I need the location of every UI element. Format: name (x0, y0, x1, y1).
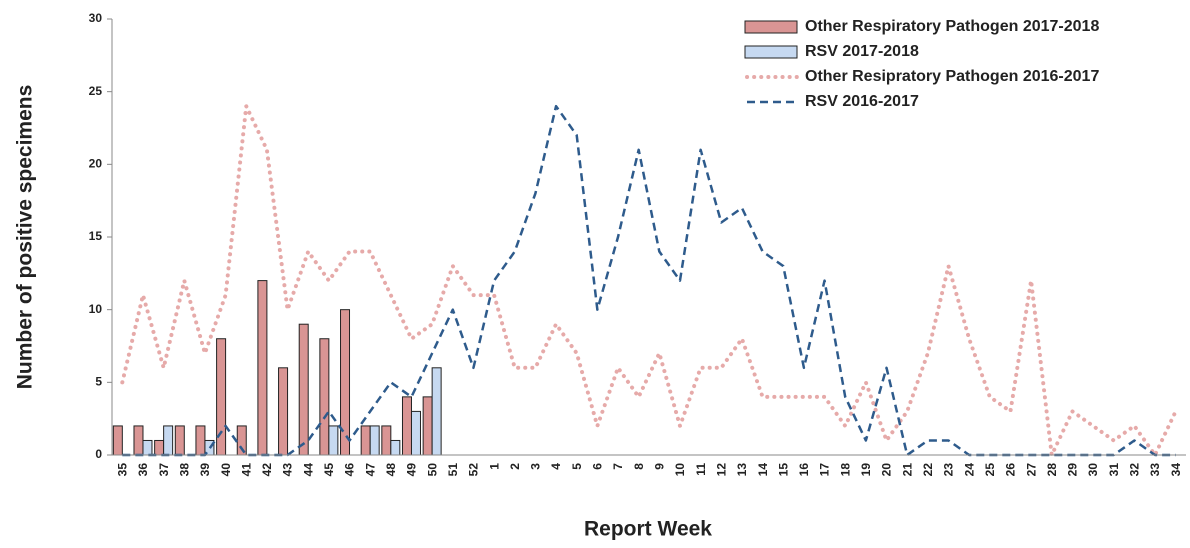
y-tick-label: 10 (89, 302, 103, 316)
bar (390, 439, 401, 456)
x-tick-label: 2 (508, 463, 522, 470)
x-tick-label: 8 (632, 463, 646, 470)
legend-swatch (744, 20, 798, 34)
x-axis-title: Report Week (584, 518, 712, 541)
x-tick-label: 39 (198, 463, 212, 477)
x-tick-label: 43 (281, 463, 295, 477)
x-tick-label: 6 (591, 463, 605, 470)
x-tick-label: 37 (157, 463, 171, 477)
y-tick-label: 20 (89, 157, 103, 171)
y-tick-label: 30 (89, 11, 103, 25)
x-tick-label: 28 (1045, 463, 1059, 477)
bar (340, 309, 351, 456)
x-tick-label: 46 (343, 463, 357, 477)
legend-label: Other Respiratory Pathogen 2017-2018 (805, 18, 1099, 35)
bar (431, 367, 442, 456)
bar (381, 425, 392, 456)
bar (278, 367, 289, 456)
bar (133, 425, 144, 456)
x-tick-label: 35 (115, 463, 129, 477)
x-tick-label: 20 (880, 463, 894, 477)
y-tick-label: 25 (89, 84, 103, 98)
x-tick-label: 41 (239, 463, 253, 477)
x-tick-label: 32 (1128, 463, 1142, 477)
x-tick-label: 18 (838, 463, 852, 477)
x-tick-label: 1 (487, 463, 501, 470)
bar (257, 280, 268, 456)
bar (142, 439, 153, 456)
x-tick-label: 52 (467, 463, 481, 477)
y-tick-label: 0 (95, 447, 102, 461)
x-tick-label: 29 (1066, 463, 1080, 477)
legend-label: RSV 2017-2018 (805, 43, 919, 60)
bar (174, 425, 185, 456)
x-tick-label: 16 (797, 463, 811, 477)
x-tick-label: 21 (900, 463, 914, 477)
bar (195, 425, 206, 456)
legend-label: RSV 2016-2017 (805, 93, 919, 110)
x-tick-label: 14 (756, 463, 770, 477)
bar (112, 425, 123, 456)
x-tick-label: 44 (301, 463, 315, 477)
x-tick-label: 3 (529, 463, 543, 470)
bar (319, 338, 330, 456)
legend-swatch (744, 45, 798, 59)
bar (154, 439, 165, 456)
bar (328, 425, 339, 456)
legend-label: Other Resipratory Pathogen 2016-2017 (805, 68, 1099, 85)
x-tick-label: 19 (859, 463, 873, 477)
x-tick-label: 50 (425, 463, 439, 477)
bar (422, 396, 433, 456)
x-tick-label: 31 (1107, 463, 1121, 477)
line (122, 104, 1176, 457)
x-tick-label: 5 (570, 463, 584, 470)
x-tick-label: 15 (776, 463, 790, 477)
x-tick-label: 30 (1086, 463, 1100, 477)
bar (410, 410, 421, 456)
x-tick-label: 23 (942, 463, 956, 477)
line (120, 104, 1178, 457)
x-tick-label: 48 (384, 463, 398, 477)
x-tick-label: 36 (136, 463, 150, 477)
x-tick-label: 4 (549, 463, 563, 470)
x-tick-label: 13 (735, 463, 749, 477)
bar (163, 425, 174, 456)
x-tick-label: 12 (714, 463, 728, 477)
x-tick-label: 17 (818, 463, 832, 477)
bar (298, 323, 309, 456)
x-tick-label: 45 (322, 463, 336, 477)
x-tick-label: 42 (260, 463, 274, 477)
x-tick-label: 40 (219, 463, 233, 477)
x-tick-label: 10 (673, 463, 687, 477)
x-tick-label: 7 (611, 463, 625, 470)
x-tick-label: 38 (177, 463, 191, 477)
x-tick-label: 49 (405, 463, 419, 477)
bar (401, 396, 412, 456)
bar (360, 425, 371, 456)
x-tick-label: 34 (1169, 463, 1183, 477)
x-tick-label: 24 (962, 463, 976, 477)
x-tick-label: 9 (652, 463, 666, 470)
x-tick-label: 51 (446, 463, 460, 477)
x-tick-label: 33 (1148, 463, 1162, 477)
x-tick-label: 26 (1004, 463, 1018, 477)
y-tick-label: 5 (95, 375, 102, 389)
x-tick-label: 11 (694, 463, 708, 476)
x-tick-label: 22 (921, 463, 935, 477)
bar (369, 425, 380, 456)
y-axis-title: Number of positive specimens (14, 85, 37, 390)
x-tick-label: 47 (363, 463, 377, 477)
x-tick-label: 25 (983, 463, 997, 477)
y-tick-label: 15 (89, 229, 103, 243)
x-tick-label: 27 (1024, 463, 1038, 477)
